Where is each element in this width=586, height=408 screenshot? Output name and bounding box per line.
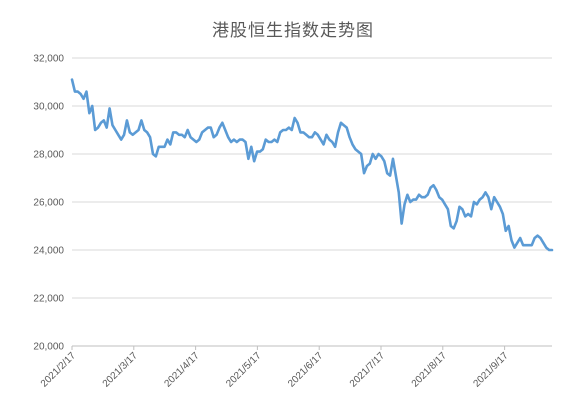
y-tick-label: 30,000 xyxy=(33,102,64,113)
x-tick-label: 2021/7/17 xyxy=(348,350,388,390)
series-layer xyxy=(70,78,554,252)
x-tick-label: 2021/5/17 xyxy=(224,350,264,390)
chart-title: 港股恒生指数走势图 xyxy=(212,21,374,41)
x-tick-label: 2021/3/17 xyxy=(101,350,141,390)
x-tick-label: 2021/2/17 xyxy=(39,350,79,390)
y-tick-label: 26,000 xyxy=(33,198,64,209)
y-tick-label: 22,000 xyxy=(33,294,64,305)
y-tick-label: 32,000 xyxy=(33,54,64,65)
x-tick-label: 2021/9/17 xyxy=(471,350,511,390)
x-tick-label: 2021/8/17 xyxy=(410,350,450,390)
x-axis: 2021/2/17 2021/3/17 2021/4/17 2021/5/17 2021… xyxy=(39,345,552,390)
gridlines xyxy=(72,57,552,347)
y-axis-ticks: 20,000 22,000 24,000 26,000 28,000 30,000 32,0… xyxy=(33,54,64,353)
series-line xyxy=(70,78,554,252)
x-tick-label: 2021/6/17 xyxy=(286,350,326,390)
y-tick-label: 28,000 xyxy=(33,150,64,161)
x-tick-label: 2021/4/17 xyxy=(162,350,202,390)
y-tick-label: 20,000 xyxy=(33,342,64,353)
y-tick-label: 24,000 xyxy=(33,246,64,257)
